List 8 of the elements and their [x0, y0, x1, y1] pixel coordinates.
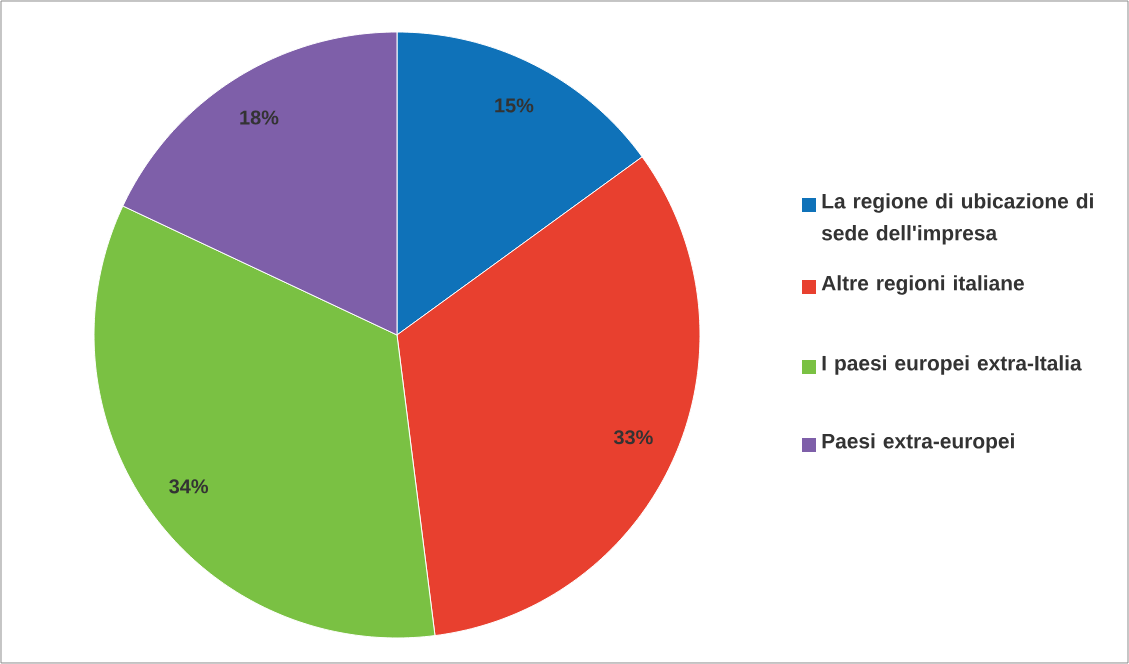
data-label: 33%	[613, 430, 653, 445]
legend-label: Altre regioni italiane	[821, 275, 1024, 295]
data-label: 15%	[495, 98, 534, 113]
legend-label: La regione di ubicazione di sede dell'impresa	[821, 193, 1093, 245]
data-label: 34%	[169, 479, 209, 494]
data-label: 18%	[240, 110, 279, 125]
legend-label: I paesi europei extra-Italia	[822, 355, 1082, 375]
legend-label: Paesi extra-europei	[822, 433, 1014, 453]
